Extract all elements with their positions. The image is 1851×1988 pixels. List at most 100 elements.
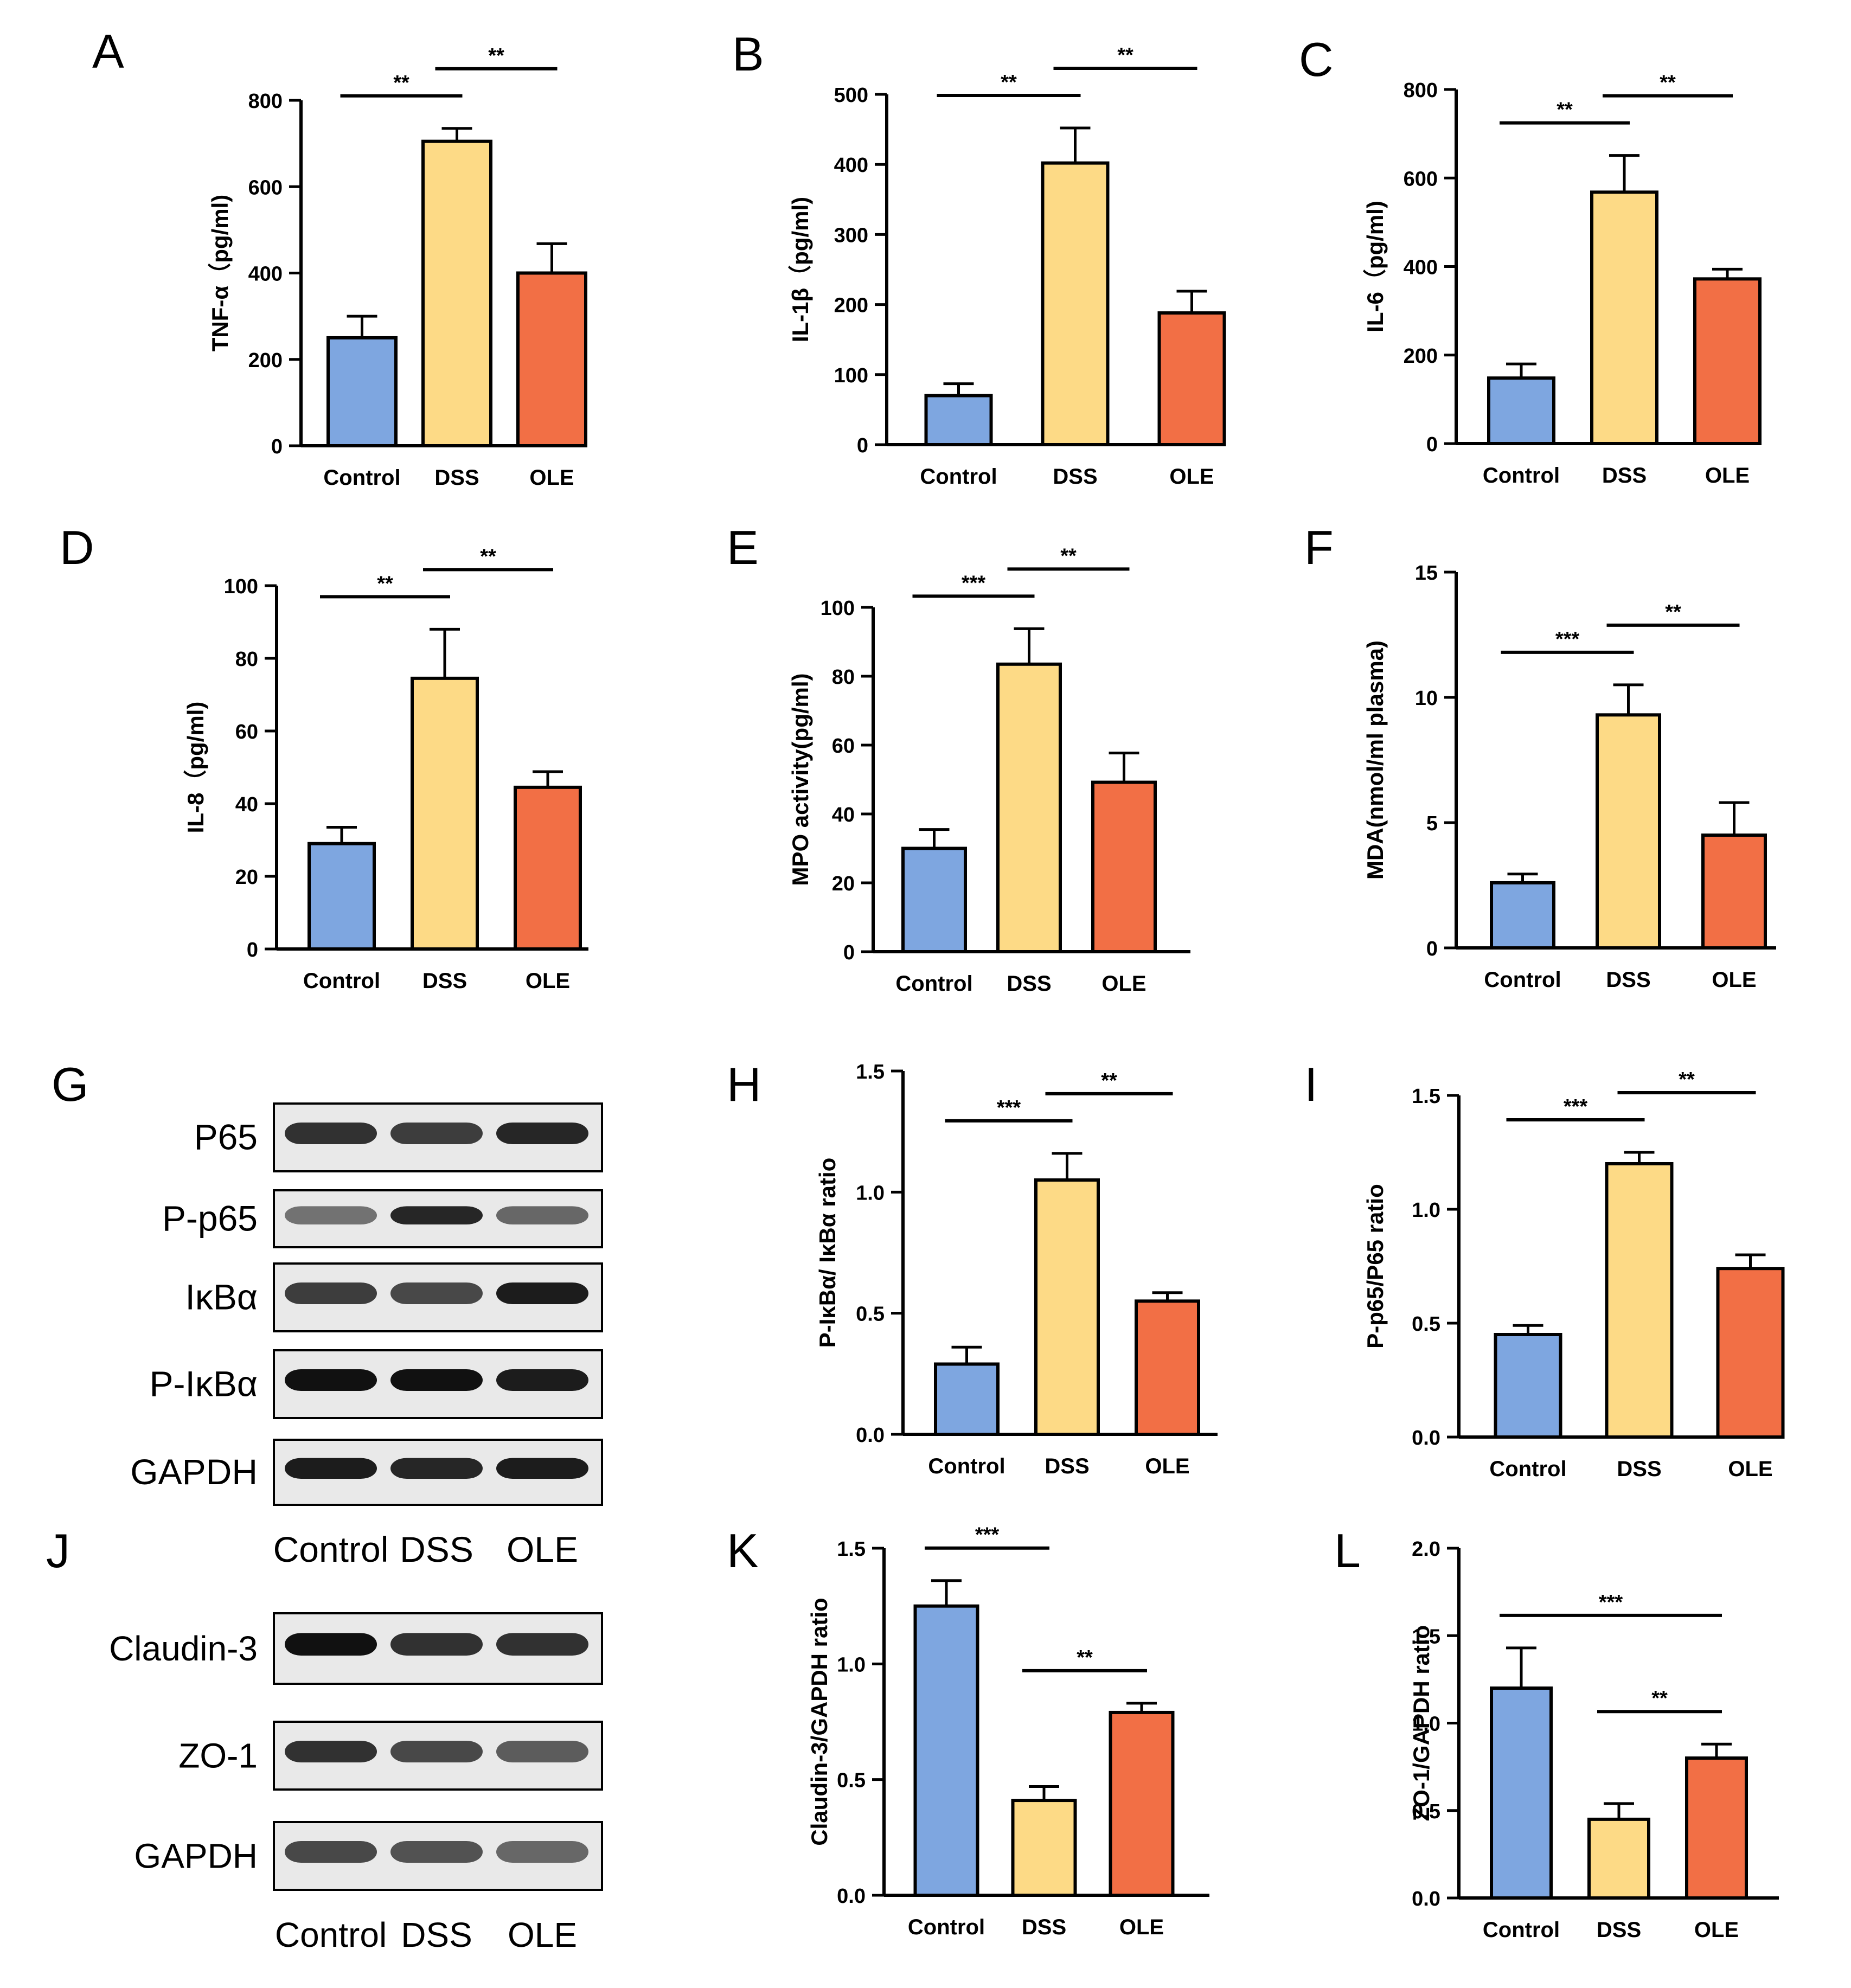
x-tick-label: DSS (434, 466, 479, 490)
x-tick-label: Control (1483, 464, 1560, 488)
chart-panel-f: 0 5 10 15 MDA(nmol/ml plasma) Control DSS OLE **… (1362, 562, 1776, 992)
blot-row-label: Claudin-3 (109, 1629, 258, 1668)
blot-row-label: P-IκBα (149, 1364, 258, 1404)
blot-lane-label: OLE (508, 1915, 577, 1954)
western-blot-j: Claudin-3 ZO-1 GAPDH Control DSS OLE (109, 1612, 603, 1954)
chart-panel-l: 0.0 0.5 1.0 1.5 2.0 ZO-1/GAPDH ratio Control DS… (1408, 1538, 1779, 1942)
blot-row-label: P65 (194, 1117, 258, 1157)
x-tick-label: OLE (1728, 1457, 1772, 1481)
y-tick-label: 2.0 (1412, 1538, 1440, 1561)
blot-band (390, 1282, 483, 1304)
bar-dss (411, 676, 479, 951)
bar-ole (1135, 1299, 1200, 1436)
significance-label: *** (1555, 628, 1580, 651)
x-tick-label: OLE (1705, 464, 1750, 488)
bar-ole (1685, 1756, 1748, 1900)
y-axis-label: IL-8（pg/ml) (183, 702, 208, 833)
significance-label: ** (1101, 1069, 1117, 1092)
y-axis-label: IL-6（pg/ml) (1362, 201, 1388, 332)
blot-band (496, 1741, 588, 1762)
blot-row-label: ZO-1 (178, 1736, 258, 1775)
x-tick-label: OLE (1145, 1454, 1189, 1478)
y-tick-label: 200 (1404, 345, 1438, 368)
y-tick-label: 0 (1426, 938, 1438, 960)
y-tick-label: 0.5 (856, 1303, 885, 1326)
y-tick-label: 1.0 (1412, 1713, 1440, 1736)
blot-band (390, 1123, 483, 1144)
y-axis-label: TNF-α（pg/ml) (207, 195, 233, 351)
x-tick-label: DSS (1617, 1457, 1661, 1481)
bar-dss (1011, 1799, 1077, 1897)
x-tick-label: DSS (422, 969, 467, 993)
x-tick-label: Control (920, 465, 997, 489)
y-tick-label: 0.0 (856, 1424, 885, 1447)
y-tick-label: 20 (235, 866, 258, 889)
significance-label: ** (377, 572, 393, 595)
x-tick-label: DSS (1045, 1454, 1089, 1478)
y-tick-label: 100 (834, 364, 868, 387)
y-tick-label: 0 (843, 941, 855, 964)
panel-letter: B (732, 27, 764, 81)
bar-control (1490, 881, 1555, 950)
y-tick-label: 40 (832, 804, 855, 826)
significance-label: *** (1599, 1591, 1623, 1614)
significance-label: ** (1651, 1687, 1668, 1710)
y-axis-label: Claudin-3/GAPDH ratio (806, 1598, 832, 1845)
bar-dss (1041, 161, 1110, 446)
bar-dss (1590, 190, 1658, 445)
panel-letter: I (1304, 1057, 1317, 1111)
blot-band (285, 1123, 377, 1144)
blot-band (390, 1369, 483, 1391)
y-tick-label: 0.0 (1412, 1427, 1440, 1450)
y-tick-label: 20 (832, 873, 855, 895)
x-tick-label: DSS (1606, 968, 1650, 992)
bar-control (1490, 1686, 1553, 1900)
x-tick-label: Control (1484, 968, 1561, 992)
bar-dss (421, 139, 492, 447)
blot-band (285, 1206, 377, 1224)
blot-lane-label: Control (273, 1529, 389, 1569)
blot-band (390, 1841, 483, 1863)
chart-panel-h: 0.0 0.5 1.0 1.5 P-IκBα/ IκBα ratio Control DSS… (815, 1061, 1218, 1478)
bar-control (934, 1362, 1000, 1436)
bar-dss (1605, 1162, 1674, 1439)
y-tick-label: 100 (821, 597, 855, 620)
y-tick-label: 80 (235, 648, 258, 671)
y-axis-label: P-IκBα/ IκBα ratio (815, 1158, 840, 1348)
y-tick-label: 1.0 (856, 1182, 885, 1204)
y-tick-label: 0 (271, 435, 283, 458)
x-tick-label: Control (928, 1454, 1005, 1478)
y-tick-label: 0.0 (837, 1885, 866, 1908)
y-tick-label: 200 (834, 294, 868, 317)
chart-panel-k: 0.0 0.5 1.0 1.5 Claudin-3/GAPDH ratio Control… (806, 1524, 1209, 1939)
chart-panel-d: 0 20 40 60 80 100 IL-8（pg/ml) Control DSS OLE ** ** (183, 545, 588, 993)
blot-band (285, 1282, 377, 1304)
bar-dss (1034, 1178, 1100, 1436)
bar-ole (1693, 277, 1762, 445)
significance-label: ** (480, 545, 496, 568)
y-tick-label: 600 (248, 176, 283, 199)
panel-letter: F (1304, 521, 1334, 574)
panel-letter: L (1334, 1524, 1361, 1577)
panel-letter: J (46, 1524, 70, 1577)
y-tick-label: 0 (857, 434, 868, 457)
panel-letter: H (727, 1057, 761, 1111)
significance-label: *** (997, 1096, 1021, 1119)
y-tick-label: 400 (834, 154, 868, 177)
x-tick-label: OLE (526, 969, 570, 993)
panel-letter: G (52, 1057, 88, 1111)
x-tick-label: Control (908, 1915, 985, 1939)
bar-ole (514, 785, 582, 951)
blot-band (390, 1633, 483, 1656)
y-tick-label: 10 (1415, 687, 1438, 710)
bar-dss (1596, 713, 1661, 950)
y-tick-label: 0 (247, 939, 258, 961)
western-blot-g: P65 P-p65 IκBα P-IκBα GAPDH Control DSS OLE (130, 1102, 603, 1569)
blot-band (496, 1841, 588, 1863)
significance-label: ** (1077, 1646, 1093, 1669)
x-tick-label: DSS (1597, 1918, 1641, 1942)
x-tick-label: Control (303, 969, 380, 993)
blot-band (390, 1458, 483, 1479)
panel-letter: D (60, 521, 94, 574)
